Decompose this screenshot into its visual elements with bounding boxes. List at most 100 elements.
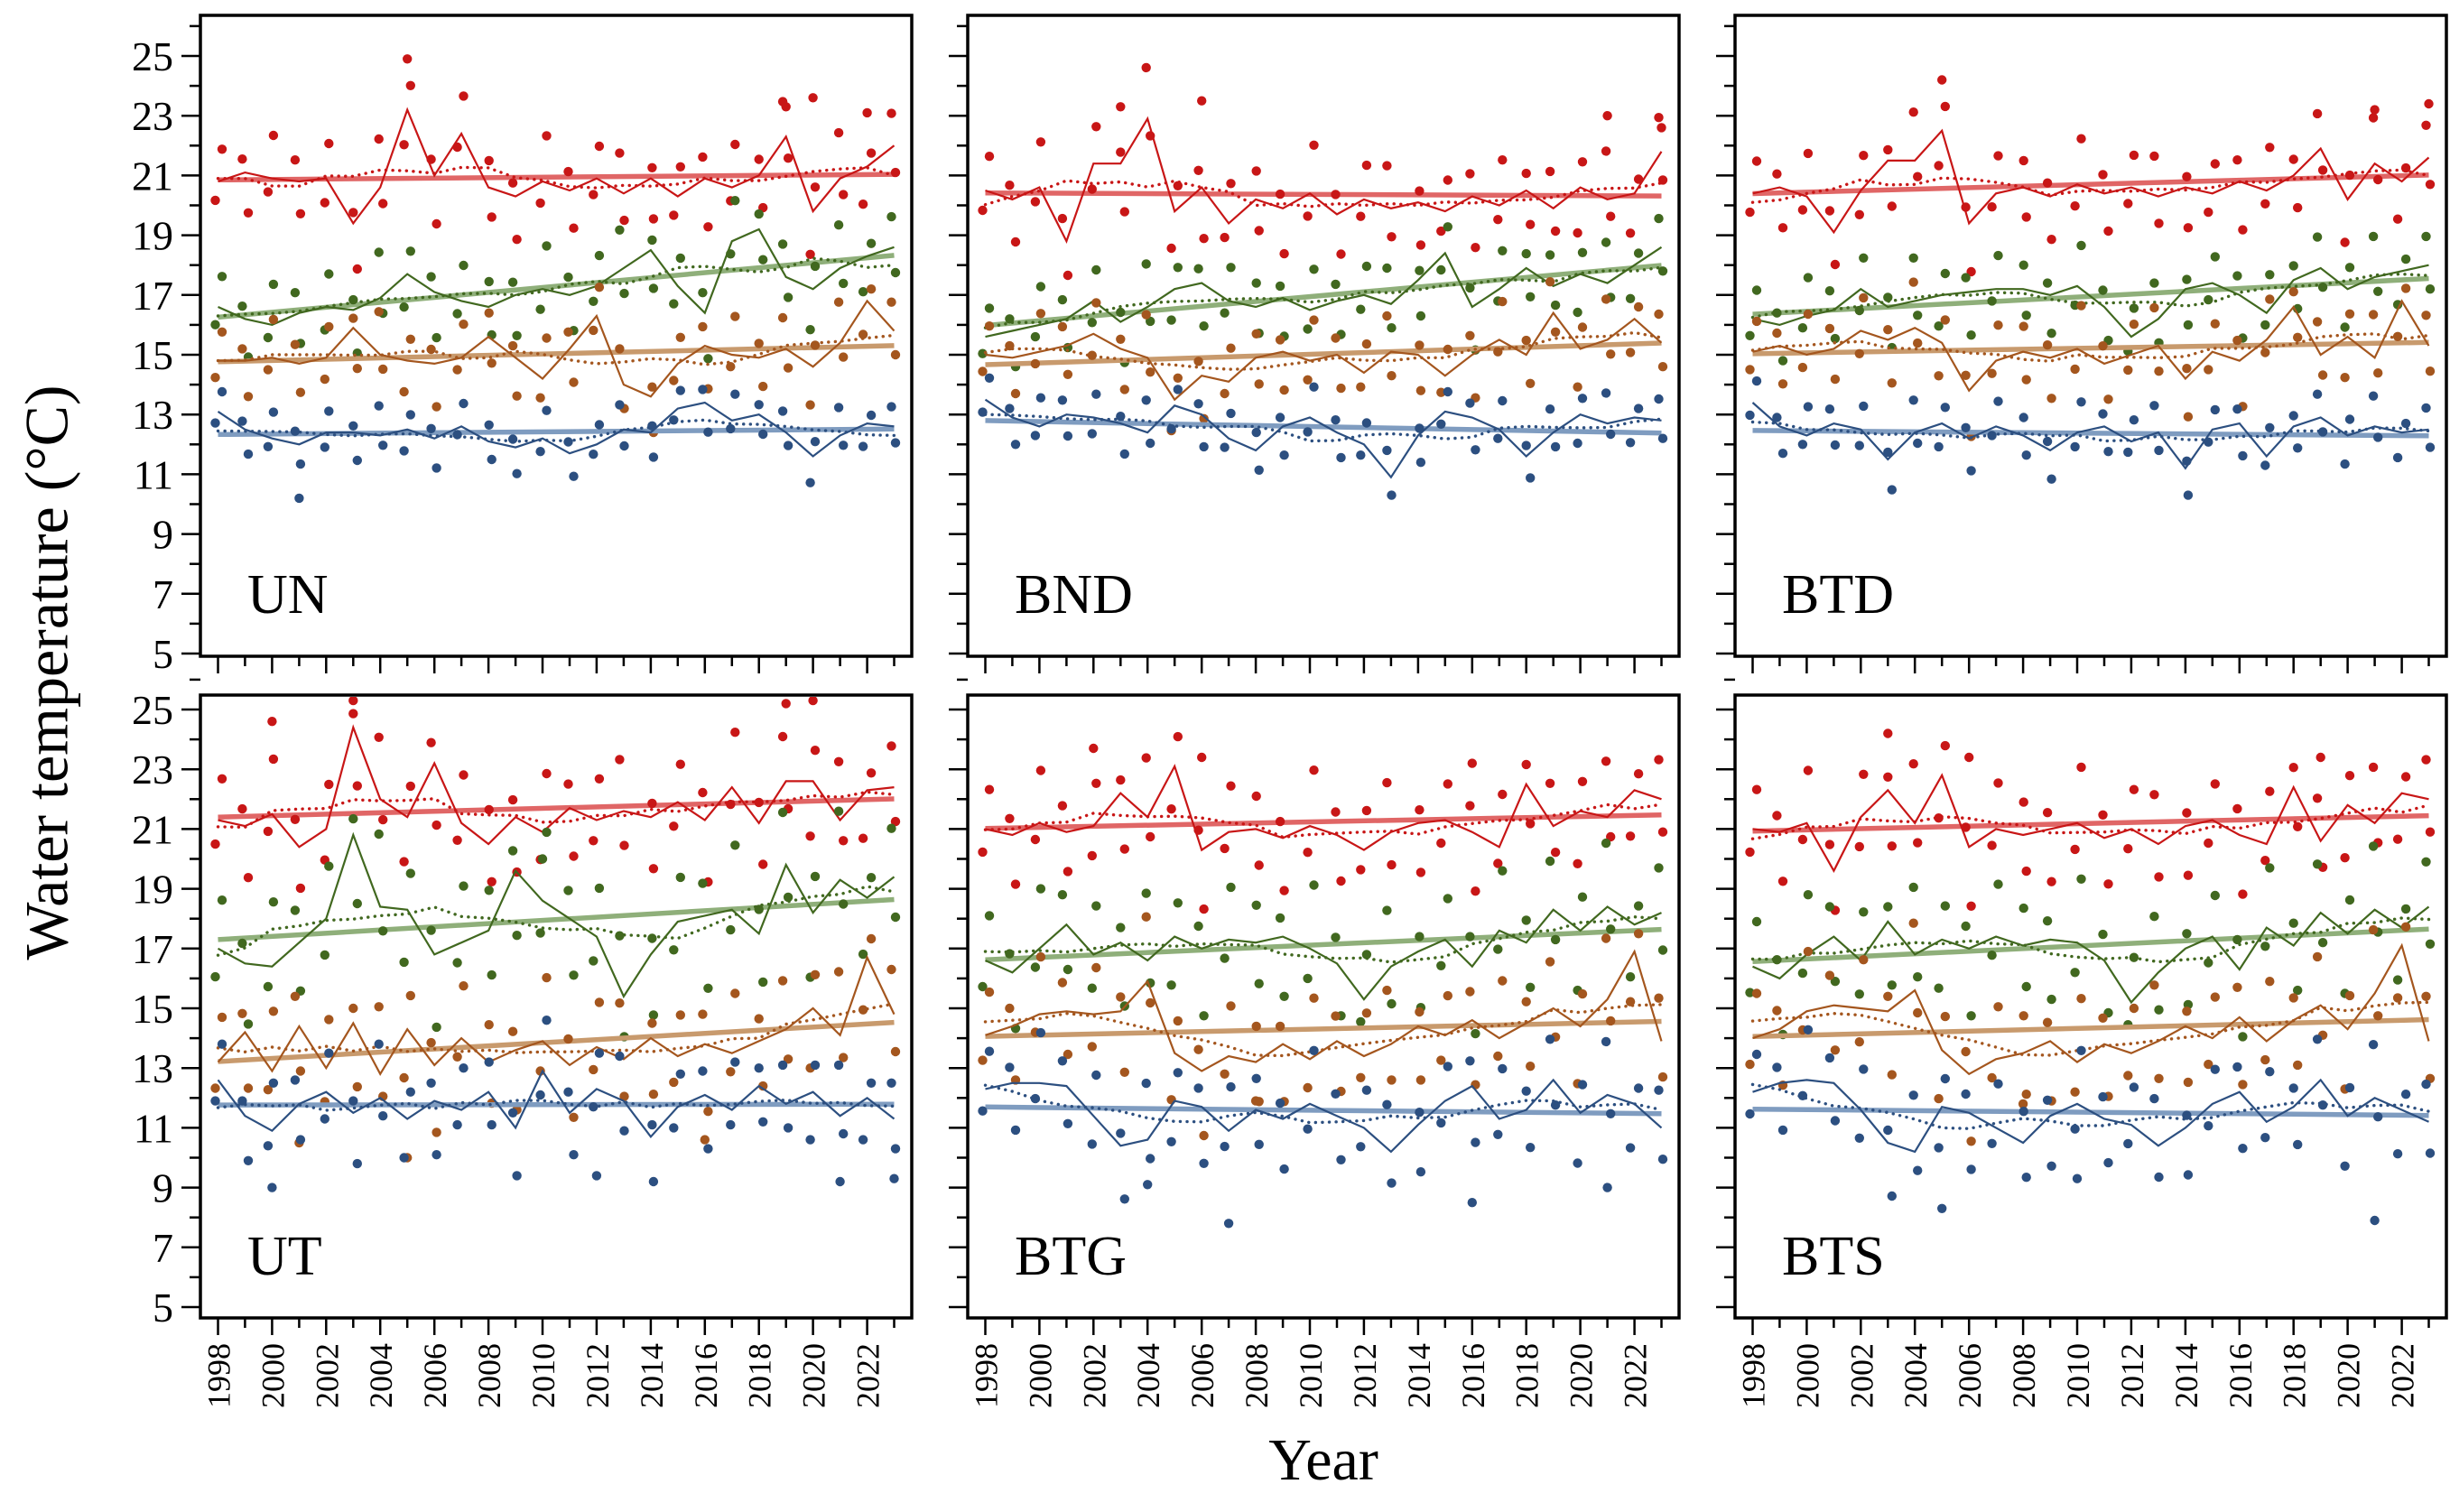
data-point [1467,758,1478,768]
smoothed-trend-line [983,179,1664,209]
data-point [2204,1121,2213,1131]
data-point [726,1067,736,1077]
data-point [1940,268,1950,279]
data-point [290,155,301,165]
data-point [452,365,462,375]
data-point [1141,62,1151,73]
data-point [1336,249,1346,259]
data-point [1251,329,1261,339]
data-point [1498,789,1508,800]
data-point [1940,101,1950,112]
data-point [1436,387,1446,397]
data-point [2425,939,2436,950]
data-point [2340,373,2350,383]
data-point [290,339,301,349]
data-point [2400,922,2411,932]
data-point [2260,942,2270,951]
data-point [1309,1045,1319,1056]
data-point [858,441,868,451]
data-point [535,304,545,314]
data-point [487,1119,496,1130]
data-point [1633,901,1644,911]
data-point [507,340,518,351]
data-point [2210,992,2220,1002]
data-point [1993,1079,2003,1089]
data-point [2070,364,2080,375]
data-point [1415,1108,1425,1118]
data-point [1883,447,1893,458]
data-point [1654,309,1664,320]
data-point [2018,1011,2028,1021]
data-point [833,806,844,816]
data-point [1751,376,1762,386]
data-point [2288,411,2298,421]
data-point [1356,211,1366,221]
data-point [810,969,821,980]
data-point [1005,1062,1015,1072]
data-point [537,854,548,864]
data-point [1382,777,1392,788]
data-point [984,1046,995,1056]
data-point [2424,98,2434,109]
data-point [1063,369,1073,379]
data-point [1387,490,1397,500]
data-point [2232,934,2242,945]
data-point [758,977,768,988]
data-point [1993,151,2003,161]
data-point [726,1119,736,1130]
data-point [754,209,764,219]
data-point [2210,159,2220,169]
data-point [2018,155,2028,166]
data-point [426,272,436,282]
data-point [1606,1108,1616,1119]
data-point [589,1064,599,1075]
data-point [1824,404,1835,414]
data-point [1220,442,1230,452]
data-point [374,307,384,317]
data-point [2018,413,2028,422]
x-tick-label: 2020 [2331,1343,2367,1408]
smoothed-trend-line [983,413,1664,443]
data-point [1275,816,1285,827]
data-point [1966,1136,1976,1146]
data-point [1116,1128,1126,1138]
data-point [698,1066,708,1076]
data-point [2232,271,2242,281]
data-point [1173,1068,1183,1078]
data-point [2182,929,2192,939]
data-point [1777,877,1788,886]
data-point [2265,270,2275,280]
data-point [2344,1082,2355,1093]
data-point [1797,968,1808,979]
data-point [1961,1046,1971,1057]
data-point [1220,232,1230,243]
data-point [295,459,306,469]
data-point [1173,263,1183,273]
data-point [726,249,736,259]
trend-line [218,1019,895,1064]
data-point [866,238,877,248]
data-point [348,1096,358,1106]
data-point [1361,160,1372,171]
data-point [1797,834,1808,845]
data-point [1141,395,1151,405]
data-point [1526,473,1536,483]
data-point [1356,382,1366,392]
data-point [1382,985,1392,996]
data-point [1465,398,1475,408]
smoothed-trend-line [1750,803,2431,840]
data-point [669,415,679,425]
data-point [1226,263,1236,273]
data-point [1745,207,1755,218]
data-point [1601,756,1611,766]
data-point [805,831,815,841]
annual-mean-line [985,1078,1663,1154]
panel-label: BTD [1782,564,1894,626]
data-point [835,1176,845,1187]
trend-line [985,926,1662,963]
data-point [2098,285,2108,295]
data-point [1223,1219,1234,1229]
data-point [1275,1021,1285,1032]
panel-border [1733,14,2448,658]
data-point [1606,924,1616,934]
